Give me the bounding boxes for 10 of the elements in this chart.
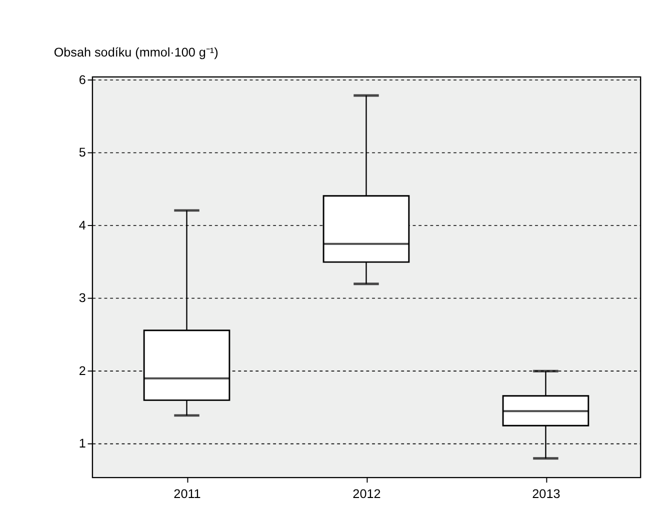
y-tick-label: 1	[78, 436, 86, 450]
y-tick-label: 4	[78, 218, 86, 232]
x-tick-label: 2012	[352, 487, 381, 502]
y-axis-title: Obsah sodíku (mmol·100 g⁻¹)	[54, 46, 218, 60]
y-tick-label: 6	[78, 72, 86, 87]
y-tick-label: 2	[78, 364, 86, 378]
x-tick-label: 2013	[532, 487, 560, 502]
x-tick-label: 2011	[174, 487, 201, 502]
y-tick-label: 3	[78, 291, 86, 306]
y-tick-label: 5	[78, 146, 86, 160]
